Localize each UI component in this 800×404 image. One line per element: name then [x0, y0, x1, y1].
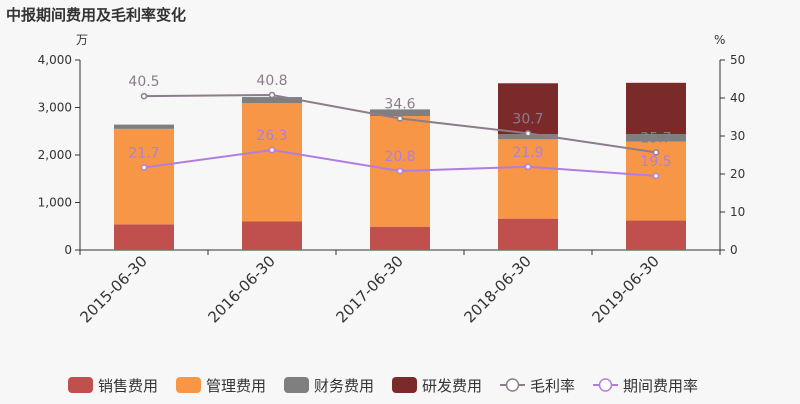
data-point — [652, 149, 660, 156]
legend-label: 销售费用 — [98, 377, 158, 395]
legend-marker — [505, 378, 520, 392]
x-tick-label: 2015-06-30 — [76, 252, 150, 326]
legend-label: 毛利率 — [530, 377, 575, 395]
left-tick-label: 3,000 — [38, 101, 72, 115]
bar-segment — [370, 109, 430, 117]
chart-title: 中报期间费用及毛利率变化 — [6, 6, 186, 24]
data-point — [652, 172, 660, 180]
bar-segment — [626, 134, 686, 142]
x-tick-label: 2017-06-30 — [332, 252, 406, 326]
bar-segment — [498, 134, 558, 140]
data-label: 30.7 — [512, 111, 543, 127]
left-tick-label: 4,000 — [38, 53, 72, 67]
bars — [114, 82, 686, 250]
bar-segment — [114, 128, 174, 225]
data-label: 20.8 — [384, 149, 415, 165]
data-point — [140, 92, 148, 100]
right-tick-label: 40 — [730, 91, 745, 105]
data-label: 19.5 — [640, 154, 671, 170]
data-label: 40.5 — [128, 74, 159, 90]
left-tick-label: 1,000 — [38, 196, 72, 210]
right-unit-label: % — [714, 33, 725, 47]
right-tick-label: 0 — [730, 243, 738, 257]
x-tick-label: 2019-06-30 — [588, 252, 662, 326]
legend-label: 研发费用 — [422, 377, 482, 395]
left-tick-label: 2,000 — [38, 148, 72, 162]
bar-segment — [242, 221, 302, 250]
data-label: 26.3 — [256, 128, 287, 144]
legend-swatch — [392, 377, 417, 393]
legend-swatch — [284, 377, 309, 393]
lines: 40.5 40.8 34.6 30.7 25.7 21.7 26.3 20.8 21.9 19.5 — [128, 73, 672, 180]
right-tick-label: 30 — [730, 129, 745, 143]
data-label: 21.7 — [128, 146, 159, 162]
right-tick-label: 10 — [730, 205, 745, 219]
data-point — [396, 167, 404, 175]
right-tick-label: 20 — [730, 167, 745, 181]
bar-segment — [114, 224, 174, 250]
bar-segment — [498, 83, 558, 135]
bar-segment — [498, 139, 558, 219]
left-tick-label: 0 — [64, 243, 72, 257]
bar-segment — [626, 82, 686, 135]
bar-segment — [370, 226, 430, 250]
left-unit-label: 万 — [76, 33, 88, 47]
data-point — [268, 91, 276, 99]
bar-segment — [498, 218, 558, 250]
data-label: 34.6 — [384, 97, 415, 113]
legend-swatch — [68, 377, 93, 393]
legend-label: 财务费用 — [314, 377, 374, 395]
data-point — [524, 163, 532, 171]
bar-segment — [626, 220, 686, 250]
bar-segment — [242, 97, 302, 104]
legend-marker — [598, 378, 613, 392]
data-label: 40.8 — [256, 73, 287, 89]
bar-segment — [242, 103, 302, 222]
data-point — [268, 146, 276, 154]
data-label: 21.9 — [512, 145, 543, 161]
data-point — [524, 130, 532, 137]
data-point — [140, 164, 148, 171]
right-tick-label: 50 — [730, 53, 745, 67]
legend-label: 期间费用率 — [623, 377, 698, 395]
data-label: 25.7 — [640, 130, 671, 146]
legend-swatch — [176, 377, 201, 393]
bar-segment — [114, 124, 174, 129]
legend: 销售费用 管理费用 财务费用 研发费用 毛利率 期间费用率 — [68, 377, 698, 395]
x-tick-label: 2018-06-30 — [460, 252, 534, 326]
x-tick-label: 2016-06-30 — [204, 252, 278, 326]
data-point — [396, 115, 404, 122]
legend-label: 管理费用 — [206, 377, 266, 395]
